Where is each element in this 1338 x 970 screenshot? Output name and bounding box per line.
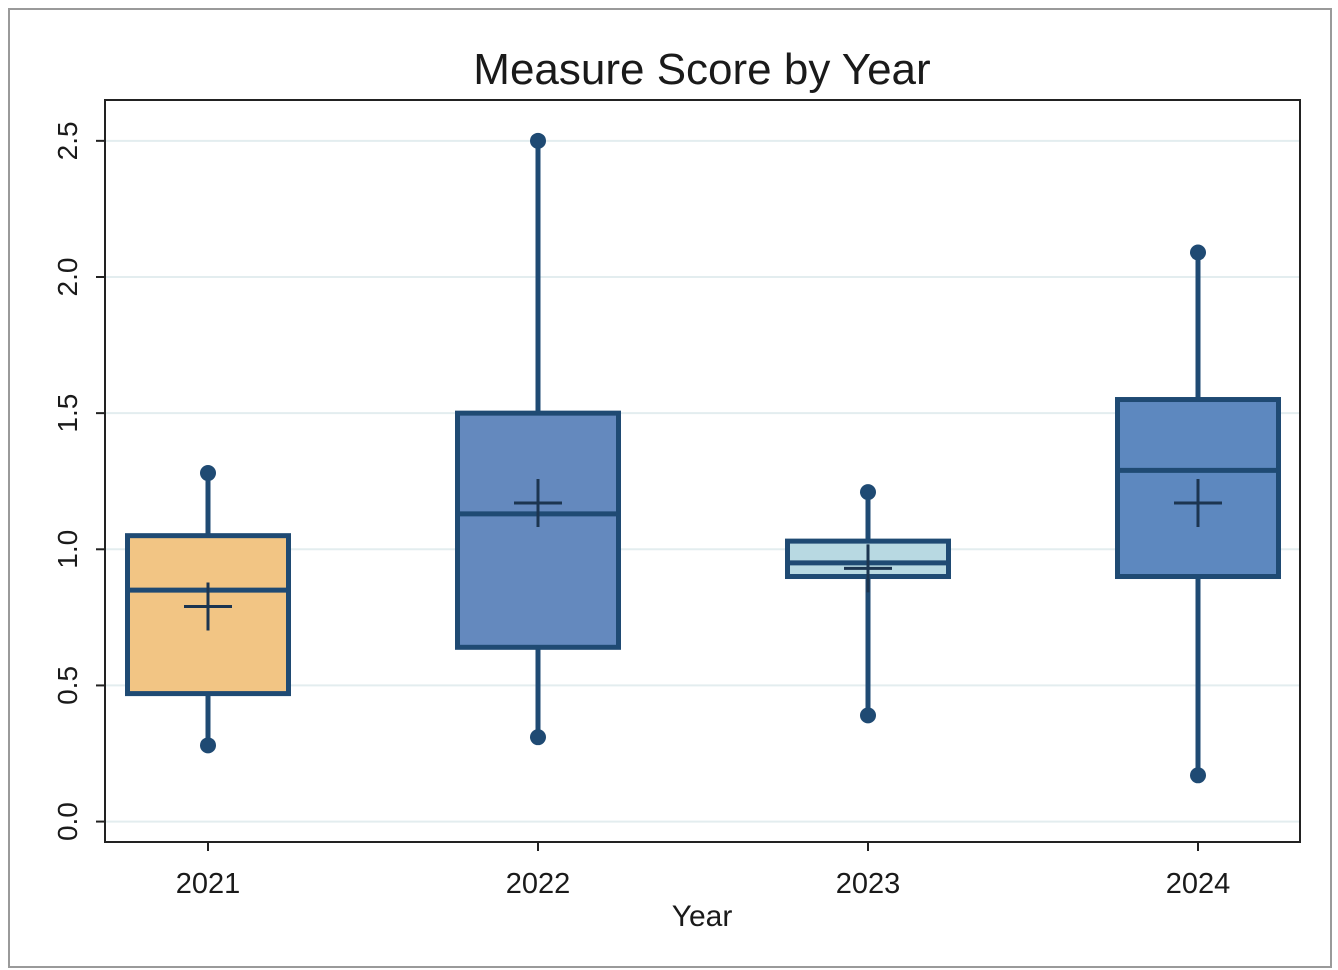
max-point [1190, 244, 1206, 261]
box [455, 410, 621, 650]
x-axis-label: Year [672, 900, 733, 933]
x-tick-label: 2024 [1166, 868, 1231, 900]
min-point [860, 707, 876, 724]
x-tick-label: 2022 [506, 868, 571, 900]
plot-area [104, 99, 1301, 843]
max-point [200, 465, 216, 482]
mean-marker [1174, 478, 1222, 527]
min-point [1190, 767, 1206, 784]
y-tick-label: 0.0 [52, 802, 83, 841]
y-tick-label: 1.0 [52, 530, 83, 569]
min-point [530, 729, 546, 746]
mean-marker [514, 478, 562, 527]
max-point [530, 132, 546, 149]
frame [8, 8, 1332, 968]
x-tick-label: 2023 [836, 868, 901, 900]
y-tick-label: 0.5 [52, 666, 83, 705]
y-tick-label: 2.0 [52, 258, 83, 297]
mean-marker [184, 582, 232, 631]
box [125, 533, 291, 697]
max-point [860, 484, 876, 501]
min-point [200, 737, 216, 754]
x-tick-label: 2021 [176, 868, 241, 900]
mean-marker [844, 544, 892, 593]
chart-title: Measure Score by Year [473, 45, 930, 94]
box [1115, 397, 1281, 580]
y-tick-label: 1.5 [52, 394, 83, 433]
y-tick-label: 2.5 [52, 121, 83, 160]
